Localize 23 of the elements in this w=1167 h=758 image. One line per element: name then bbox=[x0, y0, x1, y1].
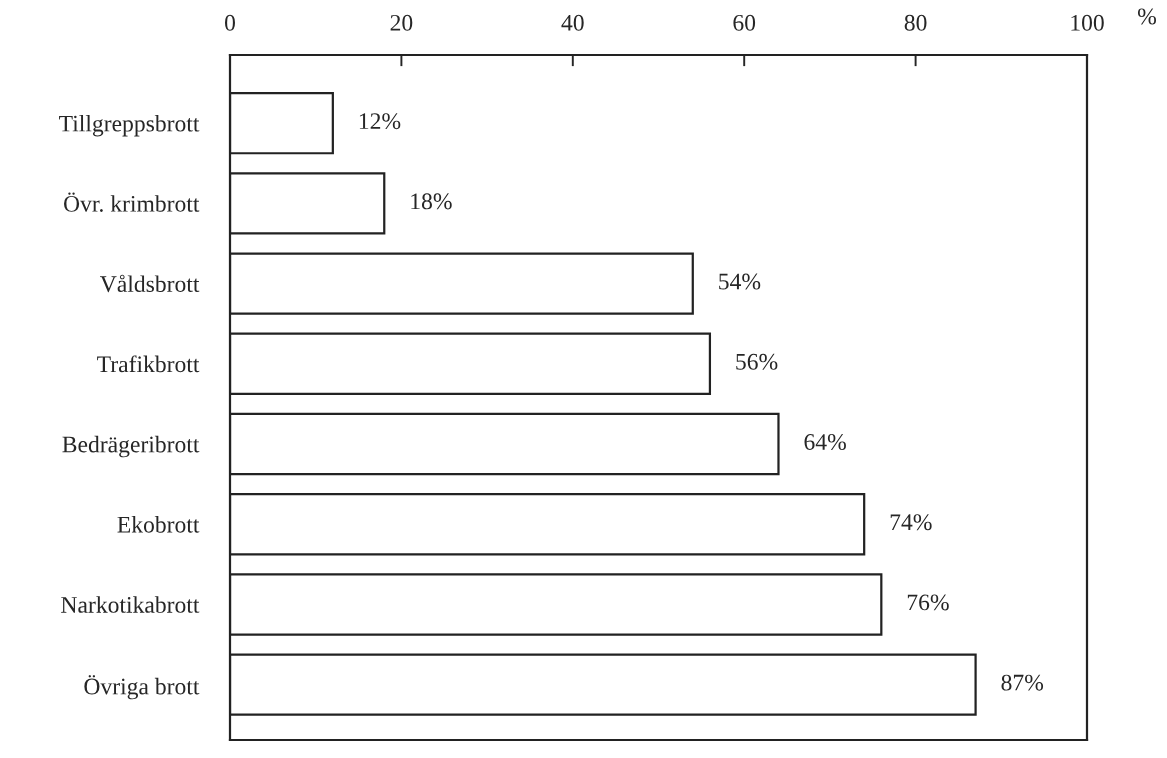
data-label: 56% bbox=[736, 353, 778, 370]
data-label: 87% bbox=[1001, 674, 1044, 691]
y-tick-label: Övriga brott bbox=[84, 675, 200, 700]
data-label: 76% bbox=[907, 594, 949, 611]
x-tick-label: 80 bbox=[904, 14, 927, 31]
y-tick-label: Tillgreppsbrott bbox=[59, 114, 200, 137]
data-label: 74% bbox=[890, 514, 932, 531]
data-label: 64% bbox=[804, 434, 846, 451]
x-tick-label: 0 bbox=[225, 14, 235, 31]
y-tick-label: Bedrägeribrott bbox=[62, 435, 200, 458]
y-tick-label: Ekobrott bbox=[117, 516, 200, 533]
data-label: 54% bbox=[719, 273, 761, 290]
y-tick-label: Narkotikabrott bbox=[61, 596, 200, 613]
x-tick-label: 40 bbox=[561, 14, 584, 31]
x-tick-label: 60 bbox=[733, 14, 756, 31]
x-tick-label: 20 bbox=[390, 14, 413, 31]
data-label: 18% bbox=[411, 193, 452, 210]
y-tick-label: Övr. krimbrott bbox=[64, 192, 200, 212]
data-label: 12% bbox=[359, 113, 401, 130]
y-tick-label: Trafikbrott bbox=[97, 355, 200, 373]
y-tick-label: Våldsbrott bbox=[100, 274, 200, 293]
x-tick-label: 100 bbox=[1071, 14, 1104, 31]
x-axis-title: % bbox=[1137, 8, 1157, 25]
